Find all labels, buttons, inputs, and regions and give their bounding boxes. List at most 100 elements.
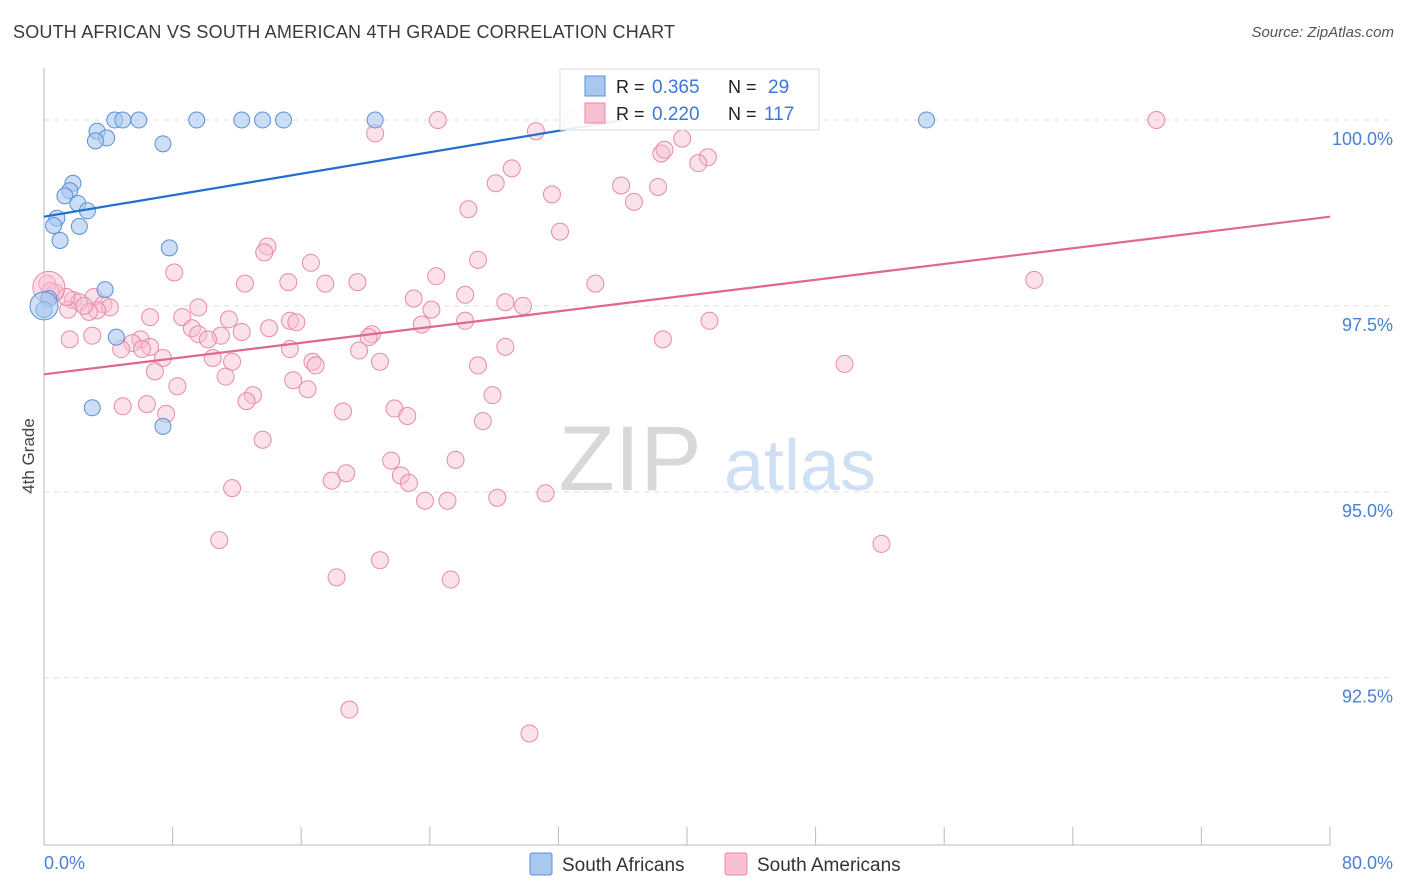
point-south-african [45, 217, 63, 235]
point-south-american [133, 340, 152, 359]
point-south-american [113, 397, 132, 416]
point-south-american [255, 243, 274, 262]
point-south-american [673, 129, 692, 148]
stats-legend-swatch-pink [584, 102, 606, 124]
point-south-american [60, 330, 79, 349]
point-south-american [422, 300, 441, 319]
point-south-american [542, 185, 561, 204]
point-south-african [70, 217, 88, 235]
point-south-african [188, 111, 206, 129]
point-south-american [502, 159, 521, 178]
point-south-american [327, 568, 346, 587]
point-south-american [237, 392, 256, 411]
point-south-african [160, 239, 178, 257]
point-south-american [279, 273, 298, 292]
point-south-african [83, 399, 101, 417]
point-south-african [233, 111, 251, 129]
y-tick-labels: 92.5% 95.0% 97.5% 100.0% [1332, 129, 1393, 707]
stats-r-value-pink: 0.220 [652, 104, 700, 125]
point-south-american [287, 313, 306, 332]
point-south-american [284, 371, 303, 390]
point-south-american [427, 267, 446, 286]
point-south-american [398, 406, 417, 425]
legend-label-south-americans[interactable]: South Americans [757, 855, 901, 876]
trend-lines [43, 118, 1331, 376]
point-south-american [75, 296, 94, 315]
point-south-american [551, 222, 570, 241]
point-south-american [235, 274, 254, 293]
stats-r-label-blue: R = [616, 77, 645, 97]
y-tick-label: 97.5% [1342, 315, 1393, 335]
point-south-american [1147, 111, 1166, 130]
point-south-american [586, 274, 605, 293]
point-south-american [382, 451, 401, 470]
point-south-american [145, 362, 164, 381]
x-tick-label-max: 80.0% [1342, 853, 1393, 873]
point-south-american [872, 534, 891, 553]
point-south-american [1025, 270, 1044, 289]
point-south-american [141, 308, 160, 327]
point-south-american [337, 464, 356, 483]
point-south-american [223, 352, 242, 371]
point-south-american [689, 154, 708, 173]
point-south-american [438, 491, 457, 510]
point-south-american [189, 298, 208, 317]
trend-line-south-americans [43, 215, 1331, 376]
point-south-american [280, 311, 299, 330]
point-south-american [370, 352, 389, 371]
legend-swatch-south-africans[interactable] [529, 852, 553, 876]
point-south-american [253, 430, 272, 449]
legend-swatch-south-americans[interactable] [724, 852, 748, 876]
point-south-american [835, 354, 854, 373]
point-south-african [275, 111, 293, 129]
point-south-american [496, 293, 515, 312]
point-south-american [223, 479, 242, 498]
point-south-american [483, 386, 502, 405]
watermark-zip: ZIP [558, 408, 701, 510]
point-south-american [649, 177, 668, 196]
y-tick-label: 95.0% [1342, 501, 1393, 521]
point-south-african [86, 132, 104, 150]
point-south-american [301, 253, 320, 272]
point-south-american [526, 122, 545, 141]
point-south-american [137, 395, 156, 414]
point-south-american [456, 311, 475, 330]
stats-legend: R = 0.365 N = 29 R = 0.220 N = 117 [559, 68, 820, 131]
source-label: Source: ZipAtlas.com [1251, 24, 1394, 41]
point-south-american [612, 176, 631, 195]
point-south-african [114, 111, 132, 129]
point-south-american [219, 310, 238, 329]
legend-label-south-africans[interactable]: South Africans [562, 855, 685, 876]
point-south-african [96, 281, 114, 299]
point-south-american [350, 341, 369, 360]
point-south-american [456, 285, 475, 304]
y-tick-label: 92.5% [1342, 687, 1393, 707]
point-south-american [258, 237, 277, 256]
point-south-american [624, 192, 643, 211]
point-south-american [488, 488, 507, 507]
bottom-legend: South Africans South Americans [529, 852, 901, 876]
point-south-american [520, 724, 539, 743]
point-south-american [459, 200, 478, 219]
point-south-american [441, 570, 460, 589]
point-south-american [486, 174, 505, 193]
point-south-american [198, 330, 217, 349]
point-south-american [496, 337, 515, 356]
point-south-american [348, 273, 367, 292]
point-south-american [316, 274, 335, 293]
point-south-african [51, 232, 69, 250]
point-south-american [469, 356, 488, 375]
watermark-atlas: atlas [724, 426, 876, 506]
point-south-african [29, 291, 59, 321]
point-south-american [428, 111, 447, 130]
point-south-american [514, 296, 533, 315]
stats-r-label-pink: R = [616, 104, 645, 124]
point-south-african [254, 111, 272, 129]
point-south-american [698, 148, 717, 167]
point-south-african [56, 187, 74, 205]
x-tick-label-min: 0.0% [44, 853, 85, 873]
point-south-american [653, 330, 672, 349]
y-axis-label: 4th Grade [19, 418, 38, 494]
